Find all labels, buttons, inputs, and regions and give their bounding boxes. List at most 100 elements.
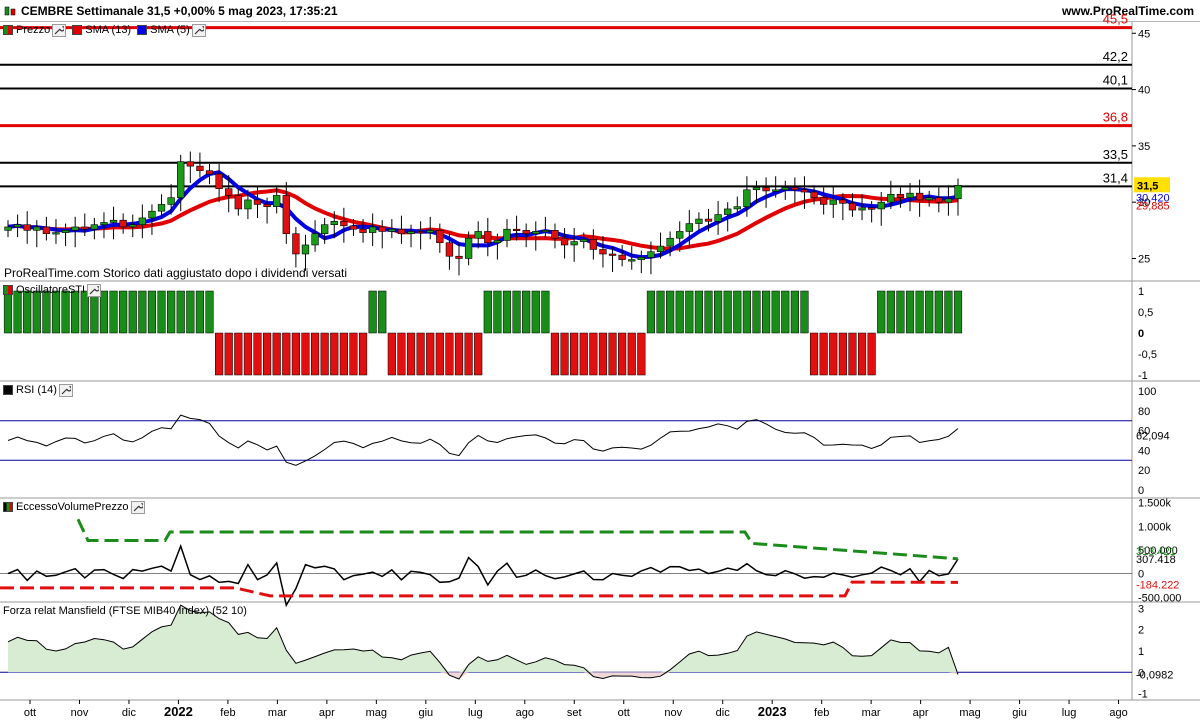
candle-body xyxy=(935,197,943,203)
candle-body xyxy=(925,197,933,201)
time-label: apr xyxy=(319,707,335,719)
evp-line xyxy=(7,543,959,608)
sti-bar xyxy=(656,290,665,334)
candle-body xyxy=(234,195,242,210)
level-label: 31,4 xyxy=(1103,170,1128,185)
price-tick-label: 40 xyxy=(1138,85,1150,97)
sti-bar xyxy=(714,290,723,334)
candle-body xyxy=(676,231,684,239)
candle-body xyxy=(321,224,329,235)
sti-bar xyxy=(867,332,876,376)
evp-tick-label: -500.000 xyxy=(1138,592,1181,604)
site-link[interactable]: www.ProRealTime.com xyxy=(1061,4,1194,18)
rsi-value-tag: 62,094 xyxy=(1136,431,1170,443)
legend-item-sma13[interactable]: SMA (13) xyxy=(72,24,131,36)
sti-bar xyxy=(781,290,790,334)
sti-bar xyxy=(857,332,867,376)
sti-bar xyxy=(905,290,915,334)
candle-body xyxy=(580,239,588,242)
wrench-icon[interactable] xyxy=(130,500,145,514)
legend-item-sma5[interactable]: SMA (5) xyxy=(137,23,206,37)
indicator-icon xyxy=(3,385,13,395)
candle-body xyxy=(464,237,473,259)
candle-body xyxy=(205,170,214,175)
mansfield-tick-label: -1 xyxy=(1138,689,1148,701)
mansfield-line xyxy=(7,604,959,680)
candle-body xyxy=(90,224,99,230)
legend-item-evp[interactable]: EccessoVolumePrezzo xyxy=(3,500,145,514)
candle-body xyxy=(474,231,482,239)
title-bar: CEMBRE Settimanale 31,5 +0,00% 5 mag 202… xyxy=(0,0,1200,22)
time-label: feb xyxy=(220,707,235,719)
level-label: 42,2 xyxy=(1103,49,1128,64)
wrench-icon[interactable] xyxy=(58,383,73,397)
mansfield-area-positive xyxy=(8,605,958,673)
legend-item-rsi[interactable]: RSI (14) xyxy=(3,383,73,397)
level-label: 45,5 xyxy=(1103,12,1128,27)
time-label: 2023 xyxy=(758,704,787,719)
evp-lower-band xyxy=(0,580,959,598)
sti-bar xyxy=(138,290,147,334)
sti-bar xyxy=(579,332,588,376)
sti-bar xyxy=(378,290,387,334)
candle-body xyxy=(541,230,550,233)
time-label: dic xyxy=(716,707,731,719)
sti-bar xyxy=(474,332,483,376)
sti-bar xyxy=(675,290,684,334)
evp-tick-label: 1.500k xyxy=(1138,498,1172,510)
mansfield-tick-label: 0 xyxy=(1138,667,1144,679)
sti-bar xyxy=(291,332,300,376)
time-label: feb xyxy=(814,707,829,719)
evp-tick-label: 500.000 xyxy=(1138,545,1178,557)
sti-bar xyxy=(454,332,464,376)
level-label: 33,5 xyxy=(1103,147,1128,162)
candle-body xyxy=(81,226,89,230)
mansfield-value-tag: -0,0982 xyxy=(1136,669,1173,681)
candle-body xyxy=(800,189,809,193)
wrench-icon[interactable] xyxy=(52,23,67,37)
sti-bar xyxy=(666,290,675,334)
sti-bar xyxy=(627,332,636,376)
sti-bar xyxy=(685,290,694,334)
level-label: 36,8 xyxy=(1103,110,1128,125)
evp-upper-tag: 313.421 xyxy=(1136,546,1176,558)
sma5-tag: 30,420 xyxy=(1136,192,1170,204)
candle-body xyxy=(167,197,175,205)
sti-bar xyxy=(934,290,943,334)
legend-label: SMA (13) xyxy=(85,24,132,36)
sti-bar xyxy=(502,290,512,334)
sti-bar xyxy=(838,332,847,376)
candle-body xyxy=(263,204,271,207)
sti-bar xyxy=(387,332,396,376)
candle-body xyxy=(397,228,406,235)
candle-body xyxy=(273,195,281,207)
sti-bar xyxy=(742,290,751,334)
legend-item-mansfield[interactable]: Forza relat Mansfield (FTSE MIB40 Index)… xyxy=(3,605,247,617)
wrench-icon[interactable] xyxy=(87,283,102,297)
candle-body xyxy=(887,193,895,203)
legend-item-sti[interactable]: OscillatoreSTI xyxy=(3,283,102,297)
evp-tick-label: 1.000k xyxy=(1138,521,1172,533)
candle-body xyxy=(484,231,492,244)
legend-item-prezzo[interactable]: Prezzo xyxy=(3,23,67,37)
sti-bar xyxy=(819,332,828,376)
sti-bar xyxy=(761,290,771,334)
sti-bar xyxy=(243,332,252,376)
sti-bar xyxy=(397,332,406,376)
candle-body xyxy=(512,228,521,231)
sti-bar xyxy=(445,332,454,376)
candle-body xyxy=(157,204,166,212)
wrench-icon[interactable] xyxy=(191,23,206,37)
candle-body xyxy=(330,221,338,225)
candle-body xyxy=(954,184,962,200)
price-legend: Prezzo SMA (13) SMA (5) xyxy=(3,22,212,38)
sti-bar xyxy=(320,332,329,376)
sti-bar xyxy=(195,290,205,334)
sti-bar xyxy=(13,290,22,334)
candle-body xyxy=(618,254,626,260)
candle-body xyxy=(791,187,799,191)
sti-legend: OscillatoreSTI xyxy=(3,282,107,298)
panel-title: OscillatoreSTI xyxy=(16,284,86,296)
